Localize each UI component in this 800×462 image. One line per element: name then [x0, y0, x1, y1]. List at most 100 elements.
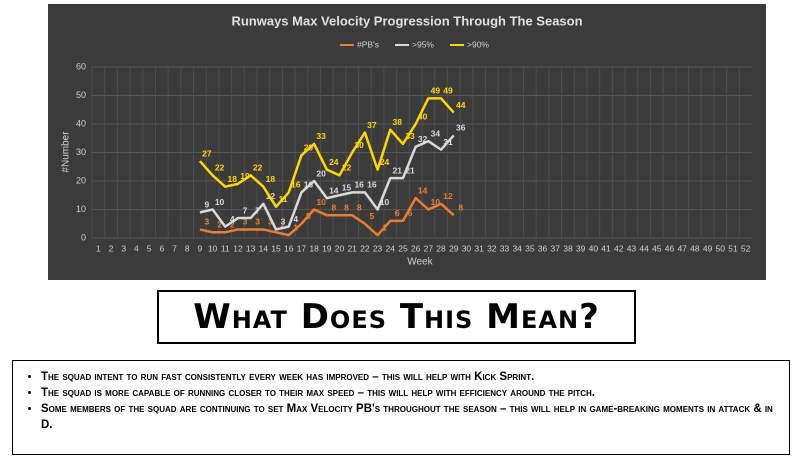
x-tick-label: 37	[551, 243, 561, 253]
x-tick-label: 20	[335, 243, 345, 253]
data-label: 21	[405, 165, 415, 175]
x-tick-label: 22	[360, 243, 370, 253]
x-tick-label: 13	[246, 243, 256, 253]
data-label: 29	[304, 143, 314, 153]
x-tick-label: 43	[627, 243, 637, 253]
x-tick-label: 14	[259, 243, 269, 253]
data-label: 2	[217, 220, 222, 230]
x-tick-label: 46	[665, 243, 675, 253]
data-label: 18	[228, 174, 238, 184]
data-label: 27	[202, 148, 212, 158]
data-label: 12	[443, 191, 453, 201]
data-label: 3	[205, 217, 210, 227]
x-tick-label: 36	[538, 243, 548, 253]
x-tick-label: 9	[198, 243, 203, 253]
y-axis-label: #Number	[61, 131, 72, 173]
y-tick-label: 30	[76, 147, 86, 157]
x-tick-label: 19	[322, 243, 332, 253]
x-tick-label: 44	[639, 243, 649, 253]
data-label: 2	[281, 220, 286, 230]
y-tick-label: 0	[81, 232, 86, 242]
data-label: 14	[329, 185, 339, 195]
x-tick-label: 28	[436, 243, 446, 253]
data-label: 24	[329, 157, 339, 167]
data-label: 8	[331, 202, 336, 212]
data-label: 22	[253, 163, 263, 173]
data-label: 3	[243, 217, 248, 227]
heading: What Does This Mean?	[157, 290, 636, 344]
x-tick-label: 49	[703, 243, 713, 253]
chart: Runways Max Velocity Progression Through…	[48, 4, 766, 280]
data-label: 16	[354, 180, 364, 190]
data-label: 21	[393, 165, 403, 175]
chart-title: Runways Max Velocity Progression Through…	[231, 13, 582, 28]
legend-label: >90%	[467, 39, 489, 49]
data-label: 3	[255, 217, 260, 227]
x-tick-label: 24	[386, 243, 396, 253]
x-tick-label: 51	[728, 243, 738, 253]
bullet: The squad is more capable of running clo…	[41, 385, 779, 401]
data-label: 10	[380, 197, 390, 207]
data-label: 44	[456, 100, 466, 110]
x-tick-label: 47	[677, 243, 687, 253]
x-tick-label: 35	[525, 243, 535, 253]
x-tick-label: 7	[172, 243, 177, 253]
data-label: 10	[215, 197, 225, 207]
x-tick-label: 1	[96, 243, 101, 253]
x-tick-label: 39	[576, 243, 586, 253]
data-label: 40	[418, 111, 428, 121]
bullet: Some members of the squad are continuing…	[41, 401, 779, 433]
x-tick-label: 42	[614, 243, 624, 253]
x-tick-label: 16	[284, 243, 294, 253]
x-tick-label: 38	[563, 243, 573, 253]
data-label: 8	[344, 202, 349, 212]
x-axis-label: Week	[407, 257, 433, 268]
data-label: 33	[316, 131, 326, 141]
data-label: 38	[393, 117, 403, 127]
data-label: 33	[405, 131, 415, 141]
x-tick-label: 41	[601, 243, 611, 253]
data-label: 6	[408, 208, 413, 218]
data-label: 7	[243, 205, 248, 215]
y-tick-label: 60	[76, 61, 86, 71]
data-label: 10	[316, 197, 326, 207]
series-line	[199, 134, 455, 231]
data-label: 3	[268, 217, 273, 227]
data-label: 5	[306, 211, 311, 221]
x-tick-label: 45	[652, 243, 662, 253]
series-line	[198, 97, 455, 208]
x-tick-label: 18	[309, 243, 319, 253]
x-tick-label: 27	[424, 243, 434, 253]
x-tick-label: 30	[462, 243, 472, 253]
data-label: 14	[418, 185, 428, 195]
x-tick-label: 5	[147, 243, 152, 253]
data-label: 10	[431, 197, 441, 207]
x-tick-label: 33	[500, 243, 510, 253]
x-tick-label: 6	[159, 243, 164, 253]
x-tick-label: 26	[411, 243, 421, 253]
data-label: 49	[443, 86, 453, 96]
data-label: 16	[291, 180, 301, 190]
x-tick-label: 12	[233, 243, 243, 253]
data-label: 6	[395, 208, 400, 218]
data-label: 30	[354, 140, 364, 150]
x-tick-label: 29	[449, 243, 459, 253]
y-tick-label: 20	[76, 175, 86, 185]
x-tick-label: 17	[297, 243, 307, 253]
bullet-list: The squad intent to run fast consistentl…	[12, 360, 790, 455]
data-label: 5	[370, 211, 375, 221]
x-tick-label: 23	[373, 243, 383, 253]
data-label: 15	[342, 183, 352, 193]
x-tick-label: 31	[474, 243, 484, 253]
x-tick-label: 3	[121, 243, 126, 253]
data-label: 32	[418, 134, 428, 144]
x-tick-label: 25	[398, 243, 408, 253]
x-tick-label: 4	[134, 243, 139, 253]
data-label: 4	[293, 214, 298, 224]
x-tick-label: 40	[589, 243, 599, 253]
x-tick-label: 34	[512, 243, 522, 253]
data-label: 16	[367, 180, 377, 190]
legend-label: #PB's	[357, 39, 379, 49]
data-label: 11	[279, 194, 288, 204]
